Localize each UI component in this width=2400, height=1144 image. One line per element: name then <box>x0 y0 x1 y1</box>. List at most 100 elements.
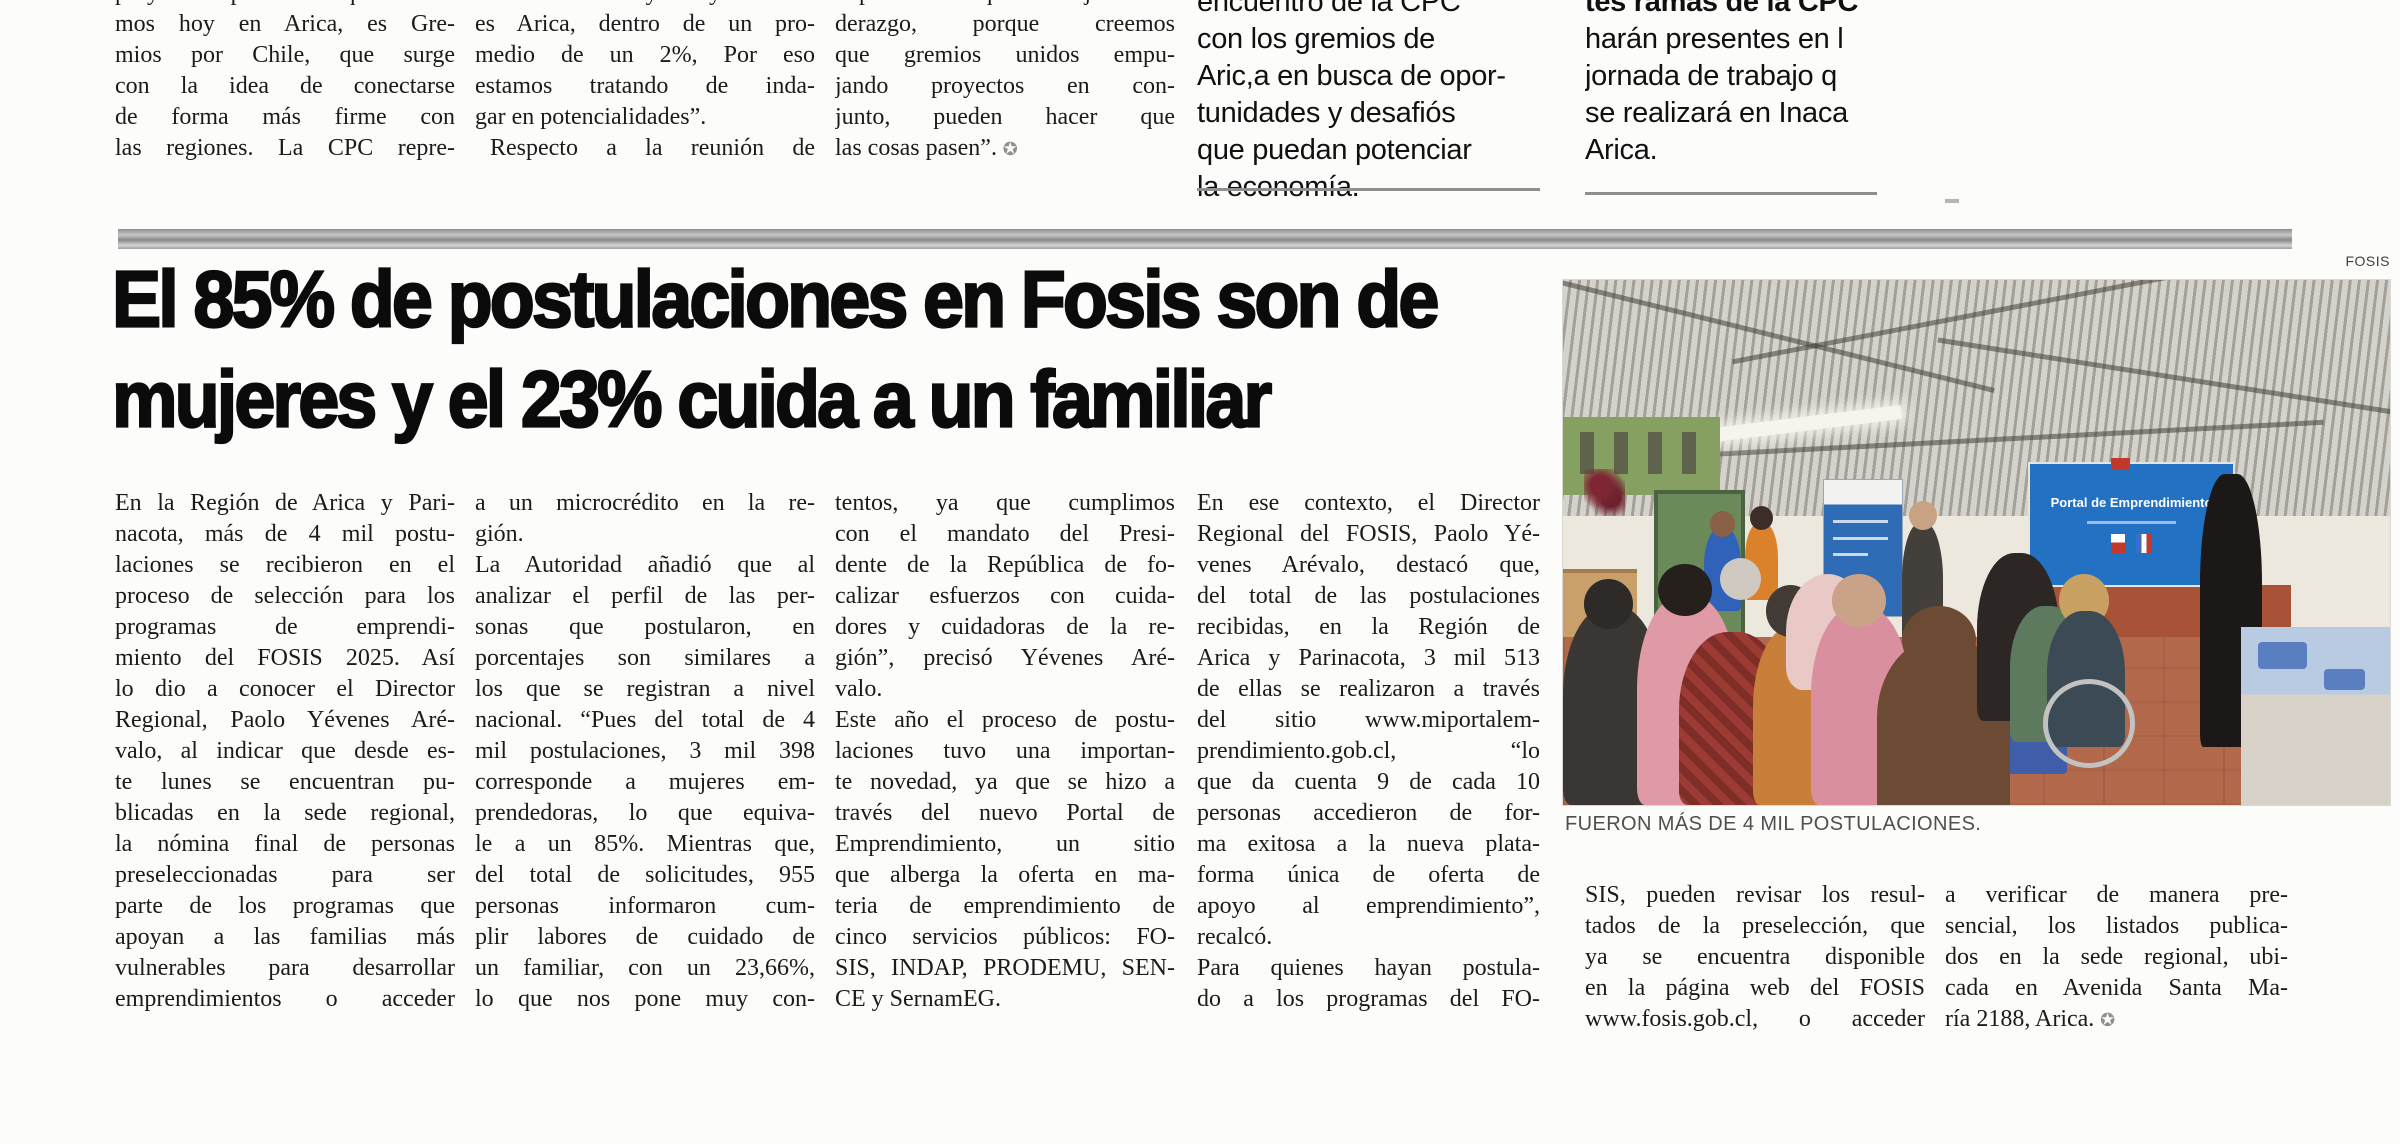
text-line: lo que nos pone muy con- <box>475 986 815 1012</box>
text-line: La Autoridad añadió que al <box>475 552 815 578</box>
table-item <box>2323 668 2366 690</box>
text-line: las cosas pasen”. ✪ <box>835 135 1018 161</box>
window-row <box>1579 432 1704 475</box>
top-summary-column: encuentro de la CPC con los gremios de Ari… <box>1197 0 1542 206</box>
text-line: a verificar de manera pre- <box>1945 882 2288 908</box>
text-line: www.fosis.gob.cl, o acceder <box>1585 1006 1925 1032</box>
text-line: de ellas se realizaron a través <box>1197 676 1540 702</box>
text-line: con la idea de conectarse <box>115 73 455 99</box>
text-line: sonas que postularon, en <box>475 614 815 640</box>
headline-line-2: mujeres y el 23% cuida a un familiar <box>111 354 1273 446</box>
text-line: del total de solicitudes, 955 <box>475 862 815 888</box>
text-line: ron. Una es Aysén y la otra <box>475 0 815 9</box>
text-line: que da cuenta 9 de cada 10 <box>1197 769 1540 795</box>
text-line: ma exitosa a la nueva plata- <box>1197 831 1540 857</box>
end-of-article-mark: ✪ <box>2094 1010 2116 1031</box>
top-article-column-2: ron. Una es Aysén y la otra es Arica, den… <box>475 0 815 164</box>
presenter-head <box>1908 500 1937 530</box>
text-line: apoyan a las familias más <box>115 924 455 950</box>
text-line: la economía. <box>1197 171 1360 203</box>
text-line: mios por Chile, que surge <box>115 42 455 68</box>
audience-head-gray <box>1720 558 1762 601</box>
end-of-article-mark: ✪ <box>996 139 1018 160</box>
text-line: Arica y Parinacota, 3 mil 513 <box>1197 645 1540 671</box>
text-line: jando proyectos en con- <box>835 73 1175 99</box>
text-line: que alberga la oferta en ma- <box>835 862 1175 888</box>
banner-text-line <box>1832 536 1888 540</box>
text-line: laciones se recibieron en el <box>115 552 455 578</box>
photo-caption: FUERON MÁS DE 4 MIL POSTULACIONES. <box>1565 813 1982 835</box>
text-line: ya se encuentra disponible <box>1585 944 1925 970</box>
text-line: tunidades y desafiós <box>1197 97 1456 129</box>
body-column-6: a verificar de manera pre-sencial, los l… <box>1945 880 2288 1035</box>
audience-head <box>1658 563 1712 616</box>
banner-text-line <box>1832 553 1869 557</box>
text-line: Para quienes hayan postula- <box>1197 955 1540 981</box>
text-line: dores y cuidadoras de la re- <box>835 614 1175 640</box>
text-line: que puedan potenciar <box>1197 134 1472 166</box>
text-line: vulnerables para desarrollar <box>115 955 455 981</box>
text-line: En ese contexto, el Director <box>1197 490 1540 516</box>
text-line: analizar el perfil de las per- <box>475 583 815 609</box>
text-line: emprendimientos o acceder <box>115 986 455 1012</box>
text-line: preseleccionadas para ser <box>115 862 455 888</box>
text-line: nacota, más de 4 mil postu- <box>115 521 455 547</box>
text-line: prendedoras, lo que equiva- <box>475 800 815 826</box>
text-line: es Arica, dentro de un pro- <box>475 11 815 37</box>
text-line: derazgo, porque creemos <box>835 11 1175 37</box>
text-line: forma única de oferta de <box>1197 862 1540 888</box>
text-line: las regiones. La CPC repre- <box>115 135 455 161</box>
print-artifact <box>1945 199 1959 203</box>
text-line: Emprendimiento, un sitio <box>835 831 1175 857</box>
text-line: CE y SernamEG. <box>835 986 1001 1012</box>
text-line: a un microcrédito en la re- <box>475 490 815 516</box>
text-line: teria de emprendimiento de <box>835 893 1175 919</box>
headline-line-1: El 85% de postulaciones en Fosis son de <box>111 254 1441 346</box>
text-line: te novedad, ya que se hizo a <box>835 769 1175 795</box>
wheelchair-wheel <box>2042 679 2136 768</box>
text-line: del sitio www.miportalem- <box>1197 707 1540 733</box>
text-line: lo dio a conocer el Director <box>115 676 455 702</box>
text-line: Aric,a en busca de opor- <box>1197 60 1506 92</box>
text-line: miento del FOSIS 2025. Así <box>115 645 455 671</box>
text-line: ría 2188, Arica. ✪ <box>1945 1006 2116 1032</box>
text-line: tados de la preselección, que <box>1585 913 1925 939</box>
text-line: tes ramas de la CPC <box>1585 0 1859 18</box>
text-line: personas informaron cum- <box>475 893 815 919</box>
flower-decoration <box>1583 469 1626 517</box>
article-photo: Portal de Emprendimiento <box>1563 280 2390 805</box>
text-line: personas accedieron de for- <box>1197 800 1540 826</box>
text-line: dos en la sede regional, ubi- <box>1945 944 2288 970</box>
text-line: con el mandato del Presi- <box>835 521 1175 547</box>
article-headline: El 85% de postulaciones en Fosis son de … <box>111 250 1548 450</box>
column-rule <box>1585 192 1877 195</box>
text-line: Regional del FOSIS, Paolo Yé- <box>1197 521 1540 547</box>
text-line: la nómina final de personas <box>115 831 455 857</box>
audience-head <box>1583 579 1634 630</box>
body-column-2: a un microcrédito en la re-gión. La Autor… <box>475 488 815 1015</box>
text-line: un familiar, con un 23,66%, <box>475 955 815 981</box>
body-column-4: En ese contexto, el Director Regional del… <box>1197 488 1540 1015</box>
text-line: de forma más firme con <box>115 104 455 130</box>
text-line: medio de un 2%, Por eso <box>475 42 815 68</box>
body-column-1: En la Región de Arica y Pari-nacota, más… <box>115 488 455 1015</box>
text-line: dente de la República de fo- <box>835 552 1175 578</box>
body-column-5: SIS, pueden revisar los resul-tados de l… <box>1585 880 1925 1035</box>
audience-curly-head <box>1902 605 1977 674</box>
flag-graphic <box>2135 533 2152 554</box>
text-line: tentos, ya que cumplimos <box>835 490 1175 516</box>
screen-logo <box>2111 457 2130 470</box>
text-line: laciones tuvo una importan- <box>835 738 1175 764</box>
text-line: venes Arévalo, destacó que, <box>1197 552 1540 578</box>
text-line: programas de emprendi- <box>115 614 455 640</box>
text-line: blicadas en la sede regional, <box>115 800 455 826</box>
text-line: proceso de selección para los <box>115 583 455 609</box>
text-line: recibidas, en la Región de <box>1197 614 1540 640</box>
staff-head <box>1710 511 1735 538</box>
text-line: Este año el proceso de postu- <box>835 707 1175 733</box>
text-line: que gremios unidos empu- <box>835 42 1175 68</box>
text-line: se realizará en Inaca <box>1585 97 1848 129</box>
text-line: cinco servicios públicos: FO- <box>835 924 1175 950</box>
text-line: te lunes se encuentran pu- <box>115 769 455 795</box>
